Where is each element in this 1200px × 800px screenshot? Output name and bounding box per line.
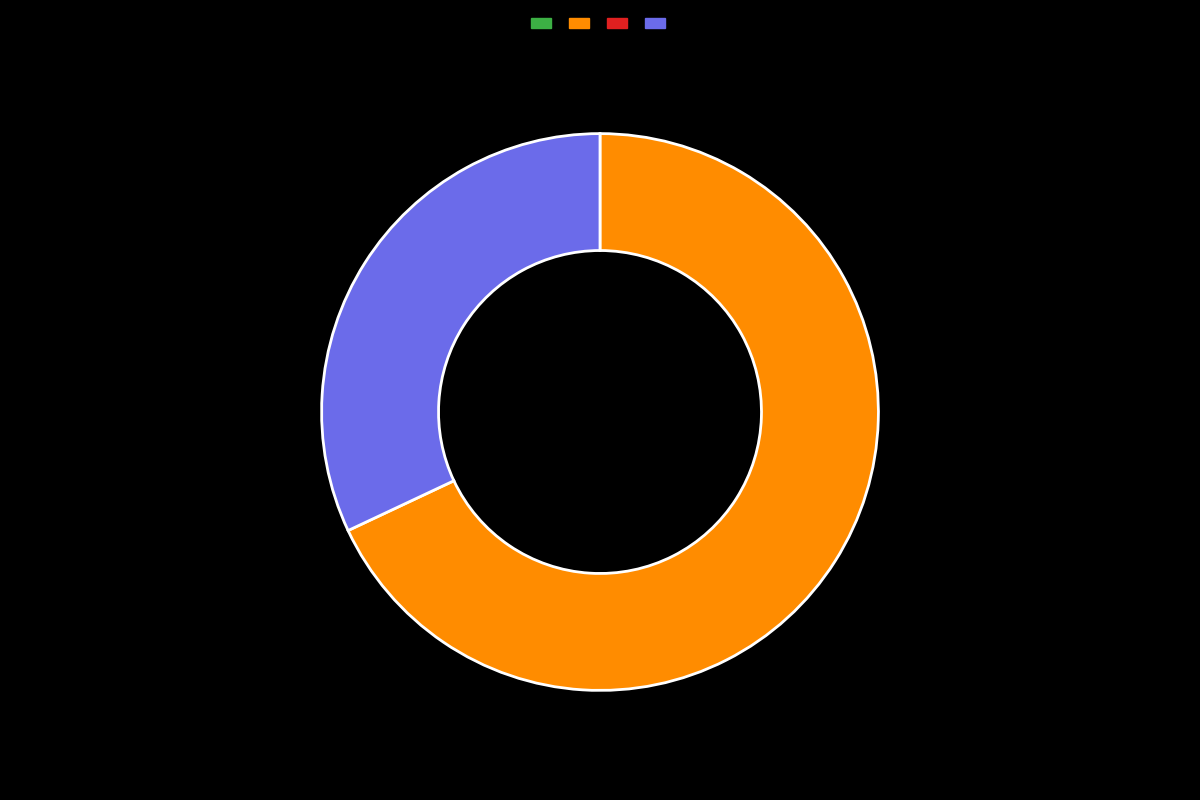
Wedge shape	[348, 134, 878, 690]
Wedge shape	[322, 134, 600, 530]
Legend:  ,  ,  ,  : , , ,	[527, 14, 673, 34]
